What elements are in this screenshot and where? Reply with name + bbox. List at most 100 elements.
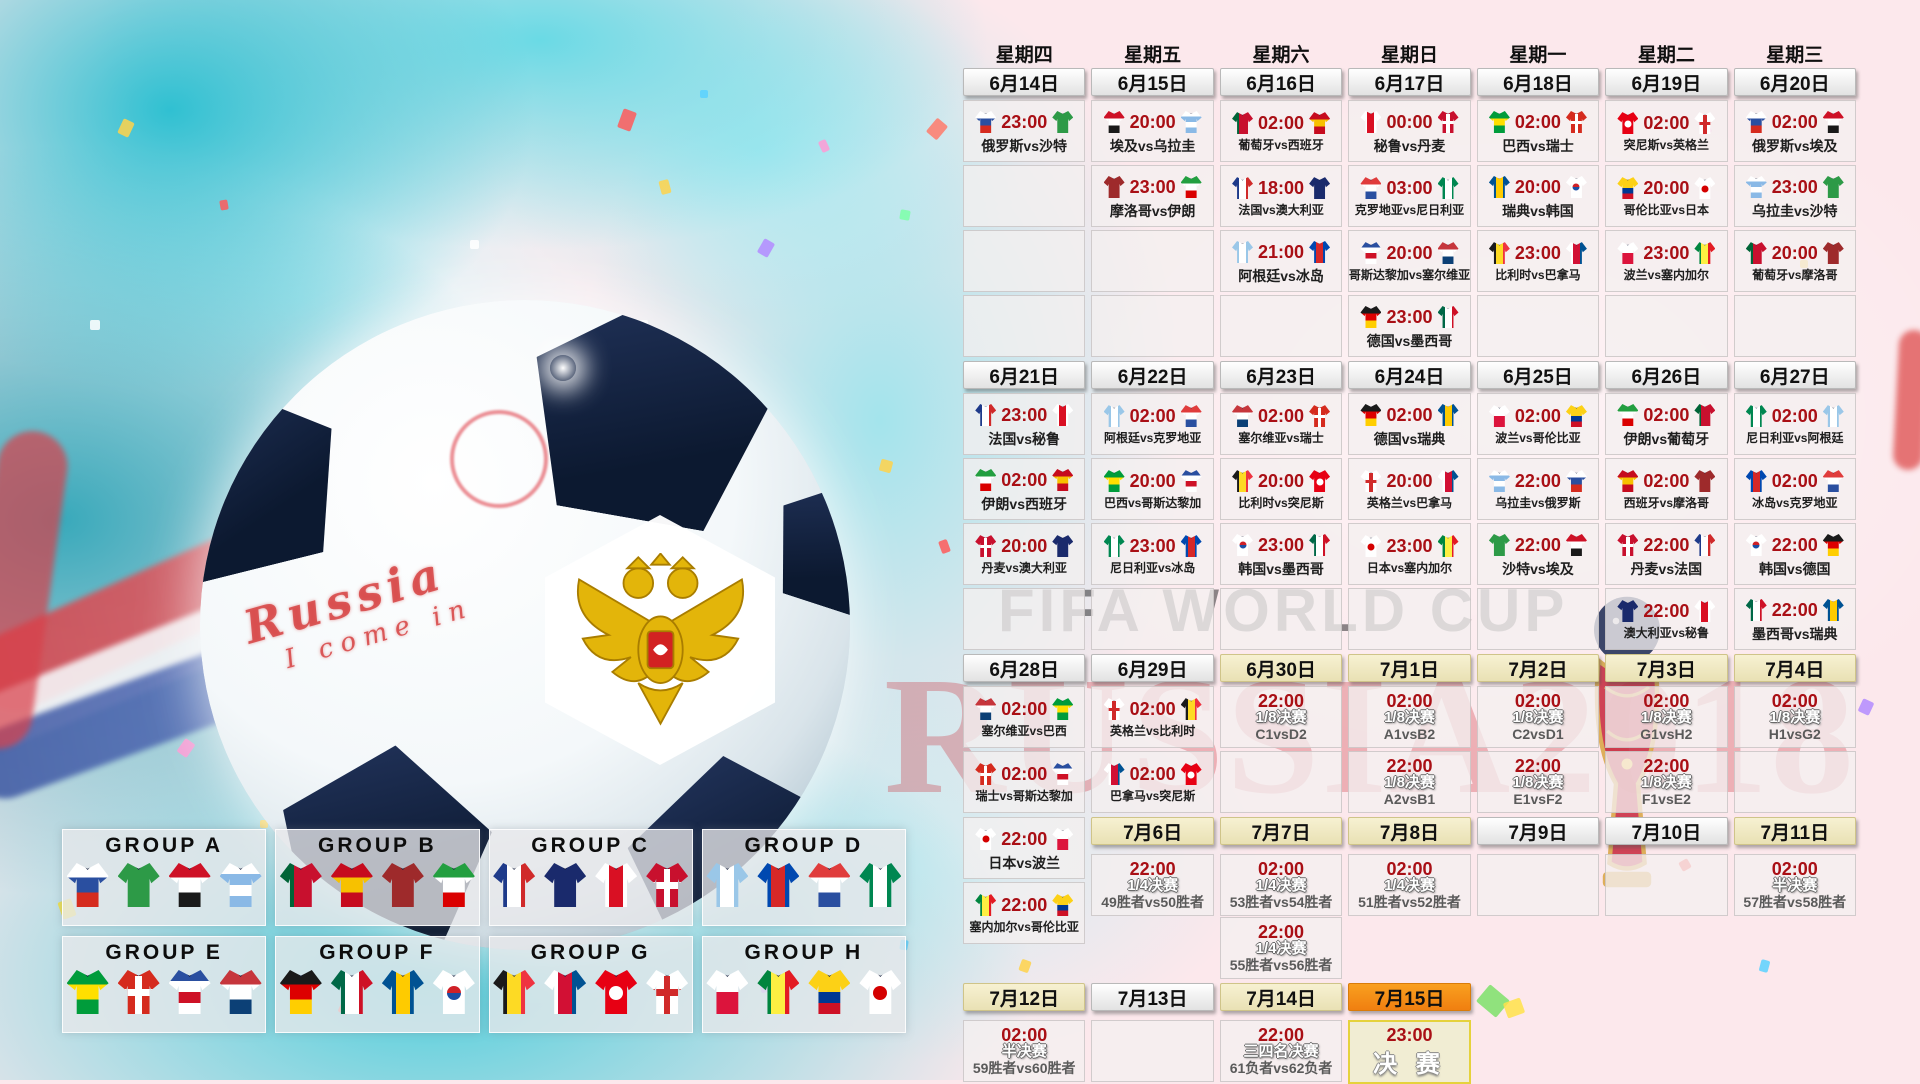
date-button[interactable]: 7月14日: [1219, 983, 1343, 1011]
jersey-collar: [1188, 470, 1195, 474]
pairing-label: A1vsB2: [1383, 725, 1436, 742]
match-cell: 23:00 波兰vs塞内加尔: [1605, 230, 1728, 292]
match-cell: 23:00 摩洛哥vs伊朗: [1091, 165, 1214, 227]
peru-jersey: [595, 863, 638, 907]
jersey-collar: [507, 863, 521, 871]
date-button[interactable]: 6月14日: [963, 68, 1086, 96]
morocco-jersey: [1822, 242, 1844, 265]
egypt-jersey: [1565, 533, 1587, 556]
pairing-label: C1vsD2: [1255, 725, 1307, 742]
date-button[interactable]: 6月15日: [1091, 68, 1214, 96]
date-button[interactable]: 6月27日: [1733, 361, 1856, 389]
date-button[interactable]: 7月7日: [1219, 817, 1343, 845]
colombia-jersey: [1617, 177, 1639, 200]
france-jersey: [493, 863, 536, 907]
match-time-row: 20:00: [1103, 108, 1202, 136]
jersey-collar: [81, 863, 94, 871]
senegal-jersey: [757, 970, 800, 1014]
jersey-collar: [1701, 177, 1709, 181]
match-time: 22:00: [1643, 534, 1690, 555]
match-time-row: 23:00: [1488, 239, 1587, 267]
jersey-collar: [1830, 242, 1837, 246]
match-label: 比利时vs突尼斯: [1238, 496, 1324, 511]
date-button[interactable]: 7月12日: [963, 983, 1086, 1011]
saudi-jersey: [1488, 533, 1510, 556]
japan-jersey: [859, 970, 902, 1014]
date-button[interactable]: 6月21日: [963, 361, 1086, 389]
date-button[interactable]: 7月6日: [1091, 817, 1214, 845]
match-cell: 02:00 巴拿马vs突尼斯: [1091, 751, 1214, 813]
knockout-cell: 02:00 1/8决赛 G1vsH2: [1605, 686, 1728, 748]
match-label: 塞内加尔vs哥伦比亚: [969, 920, 1079, 935]
match-label: 瑞士vs哥斯达黎加: [975, 789, 1073, 804]
jersey-collar: [1444, 177, 1452, 181]
serbia-jersey: [219, 970, 262, 1014]
iran-jersey: [1180, 175, 1202, 198]
date-button[interactable]: 6月30日: [1219, 654, 1343, 682]
round-label: 1/8决赛: [1769, 709, 1821, 727]
date-button[interactable]: 7月10日: [1605, 817, 1728, 845]
match-label: 塞尔维亚vs瑞士: [1238, 431, 1324, 446]
group-box-g: GROUP G: [488, 936, 693, 1033]
jersey-collar: [1496, 405, 1503, 409]
match-cell: 23:00 日本vs塞内加尔: [1348, 523, 1471, 585]
korea-jersey: [432, 970, 475, 1014]
sweden-jersey: [1822, 598, 1844, 621]
date-button[interactable]: 7月15日: [1348, 983, 1471, 1011]
match-time: 22:00: [1643, 756, 1690, 777]
match-time: 22:00: [1386, 756, 1433, 777]
jersey-collar: [1701, 600, 1709, 604]
brazil-jersey: [1488, 110, 1510, 133]
date-button[interactable]: 7月11日: [1733, 817, 1856, 845]
russia-jersey: [1745, 110, 1767, 133]
match-time: 22:00: [1001, 895, 1048, 916]
knockout-cell: 22:00 三四名决赛 61负者vs62负者: [1219, 1020, 1343, 1082]
jersey-collar: [1830, 175, 1837, 180]
costarica-jersey: [1180, 470, 1202, 493]
date-button[interactable]: 6月20日: [1733, 68, 1856, 96]
date-button[interactable]: 7月2日: [1476, 654, 1600, 682]
date-button[interactable]: 7月8日: [1348, 817, 1471, 845]
date-button[interactable]: 6月16日: [1219, 68, 1343, 96]
senegal-jersey: [1437, 535, 1459, 558]
match-label: 波兰vs哥伦比亚: [1495, 431, 1581, 446]
jersey-cross: [976, 772, 995, 777]
date-button[interactable]: 6月25日: [1476, 361, 1600, 389]
match-time: 22:00: [1771, 599, 1818, 620]
pairing-label: C2vsD1: [1512, 725, 1564, 742]
match-time: 02:00: [1643, 691, 1690, 712]
weekday-label: 星期五: [1124, 45, 1182, 66]
date-button[interactable]: 6月19日: [1605, 68, 1728, 96]
date-button[interactable]: 6月28日: [963, 654, 1086, 682]
panama-jersey: [1103, 763, 1125, 786]
match-label: 英格兰vs比利时: [1109, 724, 1196, 739]
date-button[interactable]: 7月1日: [1348, 654, 1471, 682]
date-button[interactable]: 6月26日: [1605, 361, 1728, 389]
jersey-collar: [558, 863, 572, 871]
switzerland-jersey: [975, 763, 997, 786]
denmark-jersey: [1617, 533, 1639, 556]
date-button[interactable]: 7月13日: [1091, 983, 1214, 1011]
knockout-cell: 02:00 半决赛 57胜者vs58胜者: [1733, 854, 1856, 916]
jersey-collar: [183, 863, 196, 871]
match-grid: 23:00 俄罗斯vs沙特 20:00 埃及vs乌拉圭 02:00 葡萄牙vs西班牙 00:…: [963, 100, 1856, 357]
date-button[interactable]: 7月9日: [1476, 817, 1600, 845]
match-time: 02:00: [1386, 691, 1433, 712]
date-button[interactable]: 6月23日: [1219, 361, 1343, 389]
date-button[interactable]: 6月29日: [1091, 654, 1214, 682]
round-label: 1/8决赛: [1640, 709, 1692, 727]
jersey-collar: [1830, 598, 1837, 603]
date-button[interactable]: 6月22日: [1091, 361, 1214, 389]
date-button[interactable]: 7月4日: [1733, 654, 1856, 682]
match-time-row: 20:00: [1232, 467, 1331, 495]
match-label: 突尼斯vs英格兰: [1623, 138, 1710, 153]
jersey-collar: [1624, 600, 1631, 604]
date-button[interactable]: 6月18日: [1476, 68, 1600, 96]
date-button[interactable]: 7月3日: [1605, 654, 1728, 682]
date-button[interactable]: 6月17日: [1348, 68, 1471, 96]
jersey-emblem: [1701, 185, 1709, 193]
germany-jersey: [1822, 533, 1844, 556]
uruguay-jersey: [1180, 110, 1202, 133]
jersey-collar: [1367, 110, 1375, 115]
date-button[interactable]: 6月24日: [1348, 361, 1471, 389]
